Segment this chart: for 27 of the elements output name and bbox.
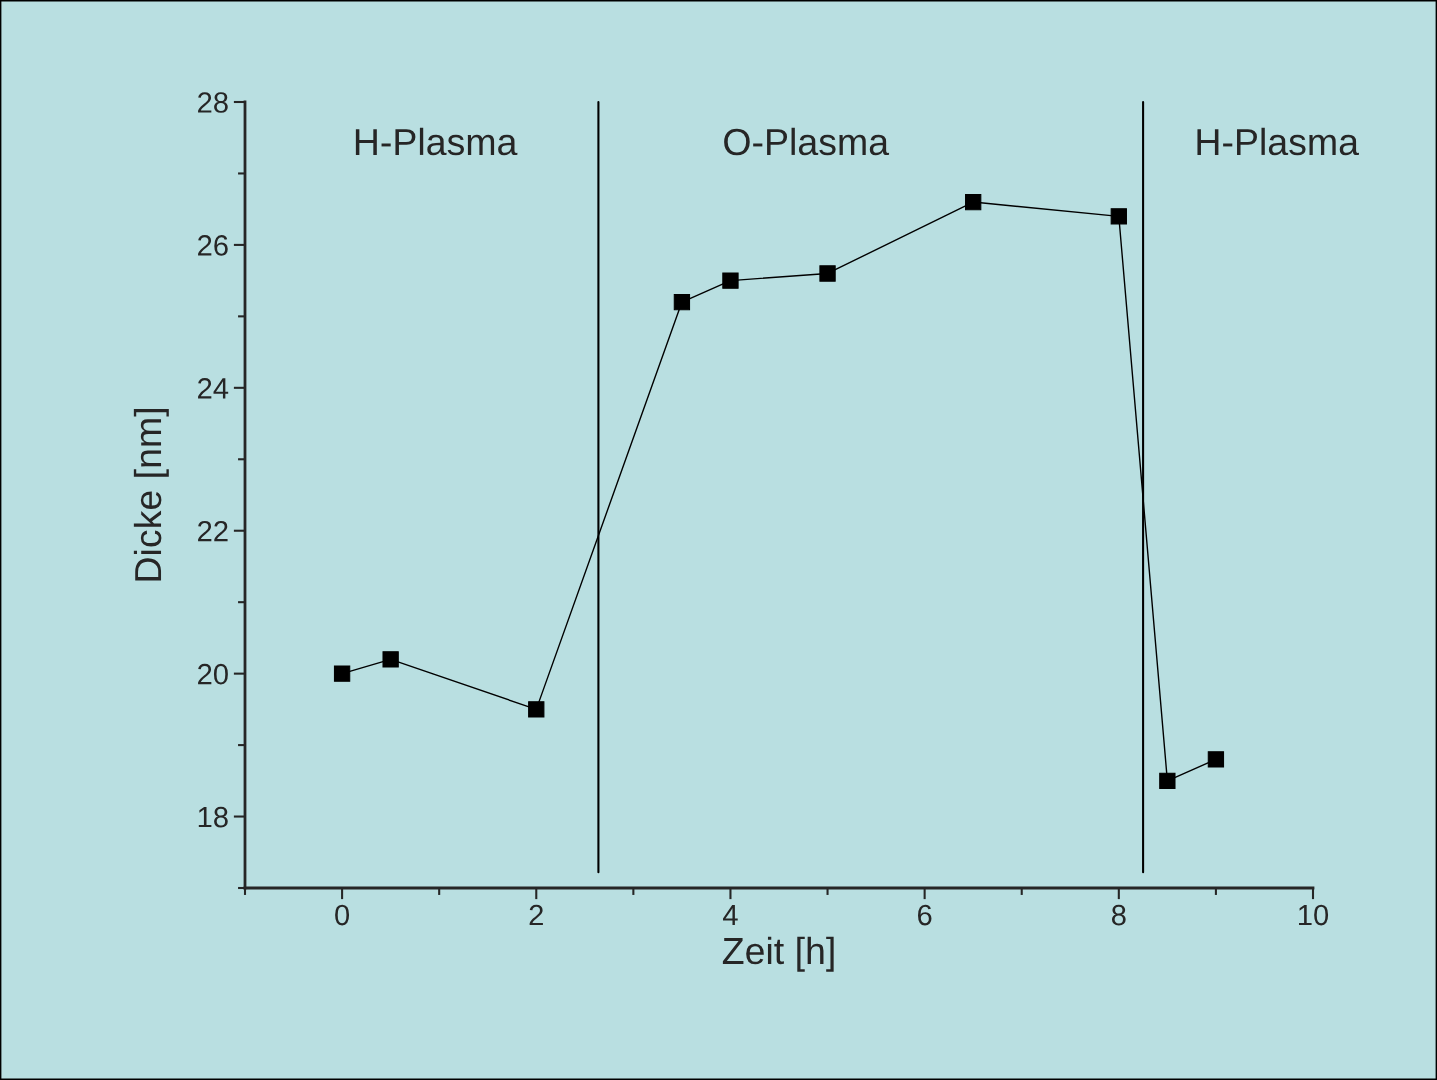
y-tick-label: 20: [198, 663, 228, 685]
y-tick-label: 28: [198, 92, 228, 113]
y-tick-label: 24: [198, 378, 229, 399]
point: [333, 665, 351, 682]
x-tick-label: 2: [529, 904, 543, 926]
point: [382, 651, 399, 668]
point: [1110, 208, 1127, 225]
annotation: O-Plasma: [724, 127, 890, 156]
point: [1207, 751, 1225, 768]
x-axis-title: Zeit [h]: [722, 936, 834, 972]
y-tick-label: 18: [198, 806, 228, 828]
y-tick-label: 26: [198, 235, 228, 256]
point: [722, 272, 739, 289]
annotation: H-Plasma: [1197, 127, 1359, 156]
point: [673, 293, 691, 311]
x-tick-label: 4: [723, 905, 738, 926]
y-tick-label: 22: [198, 520, 228, 542]
y-axis-title: Dicke [nm]: [133, 409, 169, 581]
x-tick-label: 8: [1111, 904, 1126, 926]
x-tick-label: 0: [335, 904, 350, 926]
point: [528, 701, 545, 718]
point: [965, 193, 982, 211]
x-tick-label: 6: [918, 904, 932, 926]
point: [1159, 772, 1176, 789]
point: [819, 265, 836, 282]
annotation: H-Plasma: [355, 127, 518, 156]
x-tick-label: 10: [1299, 904, 1329, 926]
